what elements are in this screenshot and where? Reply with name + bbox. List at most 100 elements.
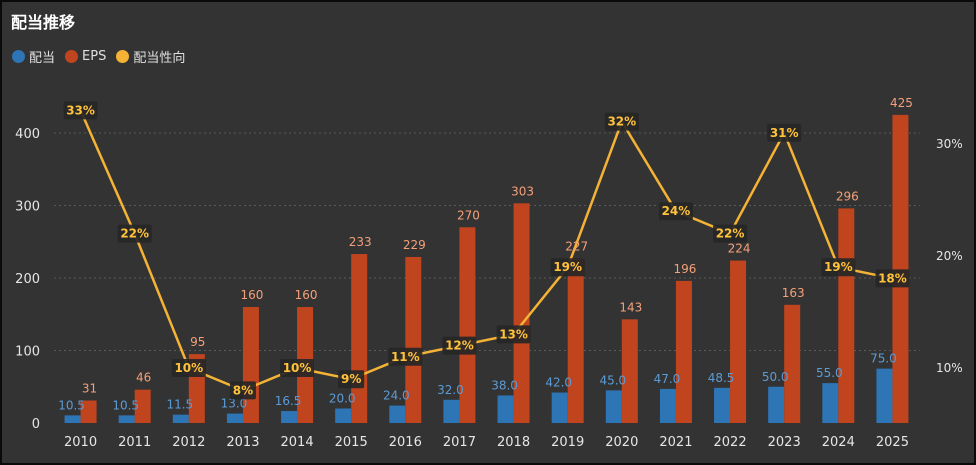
dividend-bar — [172, 414, 189, 423]
payout-value-label: 31% — [770, 126, 799, 140]
eps-value-label: 227 — [565, 239, 588, 253]
legend-item-eps[interactable]: EPS — [65, 49, 106, 64]
x-tick-label: 2024 — [822, 435, 855, 450]
dividend-value-label: 38.0 — [491, 378, 518, 392]
payout-value-label: 13% — [499, 327, 528, 341]
payout-value-label: 19% — [824, 260, 853, 274]
y-left-tick-label: 300 — [15, 200, 40, 215]
payout-label-box — [171, 359, 206, 377]
y-left-tick-label: 200 — [15, 272, 40, 287]
dividend-bar — [605, 390, 622, 423]
payout-value-label: 22% — [716, 227, 745, 241]
payout-label-box — [63, 101, 98, 120]
eps-value-label: 224 — [728, 242, 751, 256]
legend-marker-dividend — [12, 50, 25, 63]
eps-value-label: 46 — [136, 371, 151, 385]
payout-value-label: 12% — [445, 339, 474, 353]
x-tick-label: 2014 — [281, 435, 314, 450]
eps-value-label: 143 — [619, 300, 642, 314]
eps-bar — [567, 258, 584, 423]
legend-marker-eps — [65, 50, 79, 63]
payout-label-box — [821, 258, 856, 277]
eps-bar — [675, 280, 692, 423]
dividend-value-label: 16.5 — [275, 394, 302, 408]
eps-bar — [730, 260, 747, 423]
dividend-value-label: 24.0 — [383, 389, 410, 403]
eps-value-label: 95 — [190, 335, 205, 349]
x-tick-label: 2016 — [389, 435, 422, 450]
eps-value-label: 270 — [457, 208, 480, 222]
eps-bar — [80, 400, 97, 423]
x-tick-label: 2022 — [714, 435, 747, 450]
eps-bar — [621, 319, 638, 423]
payout-value-label: 33% — [66, 103, 95, 117]
y-right-tick-label: 30% — [936, 137, 963, 151]
eps-bar — [838, 208, 855, 423]
dividend-bar — [281, 411, 298, 423]
payout-value-label: 18% — [878, 271, 907, 285]
eps-value-label: 31 — [82, 382, 97, 396]
x-tick-label: 2015 — [335, 435, 368, 450]
eps-value-label: 196 — [673, 262, 696, 276]
eps-bar — [513, 203, 530, 423]
y-left-tick-label: 400 — [15, 127, 40, 142]
legend-item-payout[interactable]: 配当性向 — [116, 47, 185, 66]
payout-value-label: 24% — [662, 204, 691, 218]
dividend-bar — [389, 405, 406, 423]
dividend-value-label: 20.0 — [329, 392, 356, 406]
dividend-bar — [497, 395, 514, 423]
eps-value-label: 163 — [782, 286, 805, 300]
payout-label-box — [280, 359, 315, 377]
x-tick-label: 2020 — [605, 435, 638, 450]
y-left-tick-label: 100 — [15, 345, 40, 360]
payout-label-box — [875, 269, 910, 288]
payout-label-box — [117, 224, 152, 243]
eps-value-label: 425 — [890, 96, 913, 110]
eps-bar — [784, 304, 801, 423]
dividend-value-label: 32.0 — [437, 383, 464, 397]
dividend-bar — [64, 415, 81, 423]
x-tick-label: 2021 — [659, 435, 692, 450]
legend-item-dividend[interactable]: 配当 — [12, 47, 55, 66]
dividend-value-label: 11.5 — [166, 398, 193, 412]
dividend-bar — [822, 383, 839, 423]
dividend-bar — [714, 387, 731, 423]
eps-value-label: 160 — [295, 288, 318, 302]
x-tick-label: 2010 — [64, 435, 97, 450]
payout-value-label: 32% — [607, 115, 636, 129]
eps-value-label: 296 — [836, 189, 859, 203]
legend: 配当 EPS 配当性向 — [12, 47, 189, 66]
eps-value-label: 160 — [240, 288, 263, 302]
eps-value-label: 229 — [403, 238, 426, 252]
dividend-value-label: 50.0 — [762, 370, 789, 384]
payout-value-label: 10% — [283, 361, 312, 375]
dividend-value-label: 55.0 — [816, 366, 843, 380]
eps-bar — [134, 389, 151, 423]
payout-value-label: 10% — [174, 361, 203, 375]
dividend-value-label: 10.5 — [112, 398, 139, 412]
legend-label-dividend: 配当 — [29, 51, 56, 66]
payout-label-box — [338, 370, 365, 389]
dividend-bar — [551, 392, 568, 423]
payout-value-label: 11% — [391, 350, 420, 364]
eps-bar — [405, 256, 422, 423]
x-tick-label: 2023 — [768, 435, 801, 450]
y-left-tick-label: 0 — [32, 417, 40, 432]
dividend-value-label: 10.5 — [58, 398, 85, 412]
dividend-value-label: 75.0 — [870, 352, 897, 366]
chart-title: 配当推移 — [11, 13, 76, 32]
x-tick-label: 2011 — [118, 435, 151, 450]
payout-line — [79, 109, 893, 392]
payout-value-label: 9% — [341, 372, 361, 386]
legend-marker-payout — [116, 50, 130, 63]
payout-label-box — [767, 123, 802, 142]
payout-label-box — [550, 258, 585, 277]
legend-label-eps: EPS — [82, 49, 107, 64]
dividend-bar — [768, 386, 785, 423]
x-tick-label: 2013 — [226, 435, 259, 450]
payout-label-box — [604, 112, 639, 131]
payout-label-box — [658, 202, 693, 221]
payout-label-box — [388, 347, 423, 366]
eps-bar — [892, 114, 909, 423]
eps-bar — [459, 227, 476, 423]
